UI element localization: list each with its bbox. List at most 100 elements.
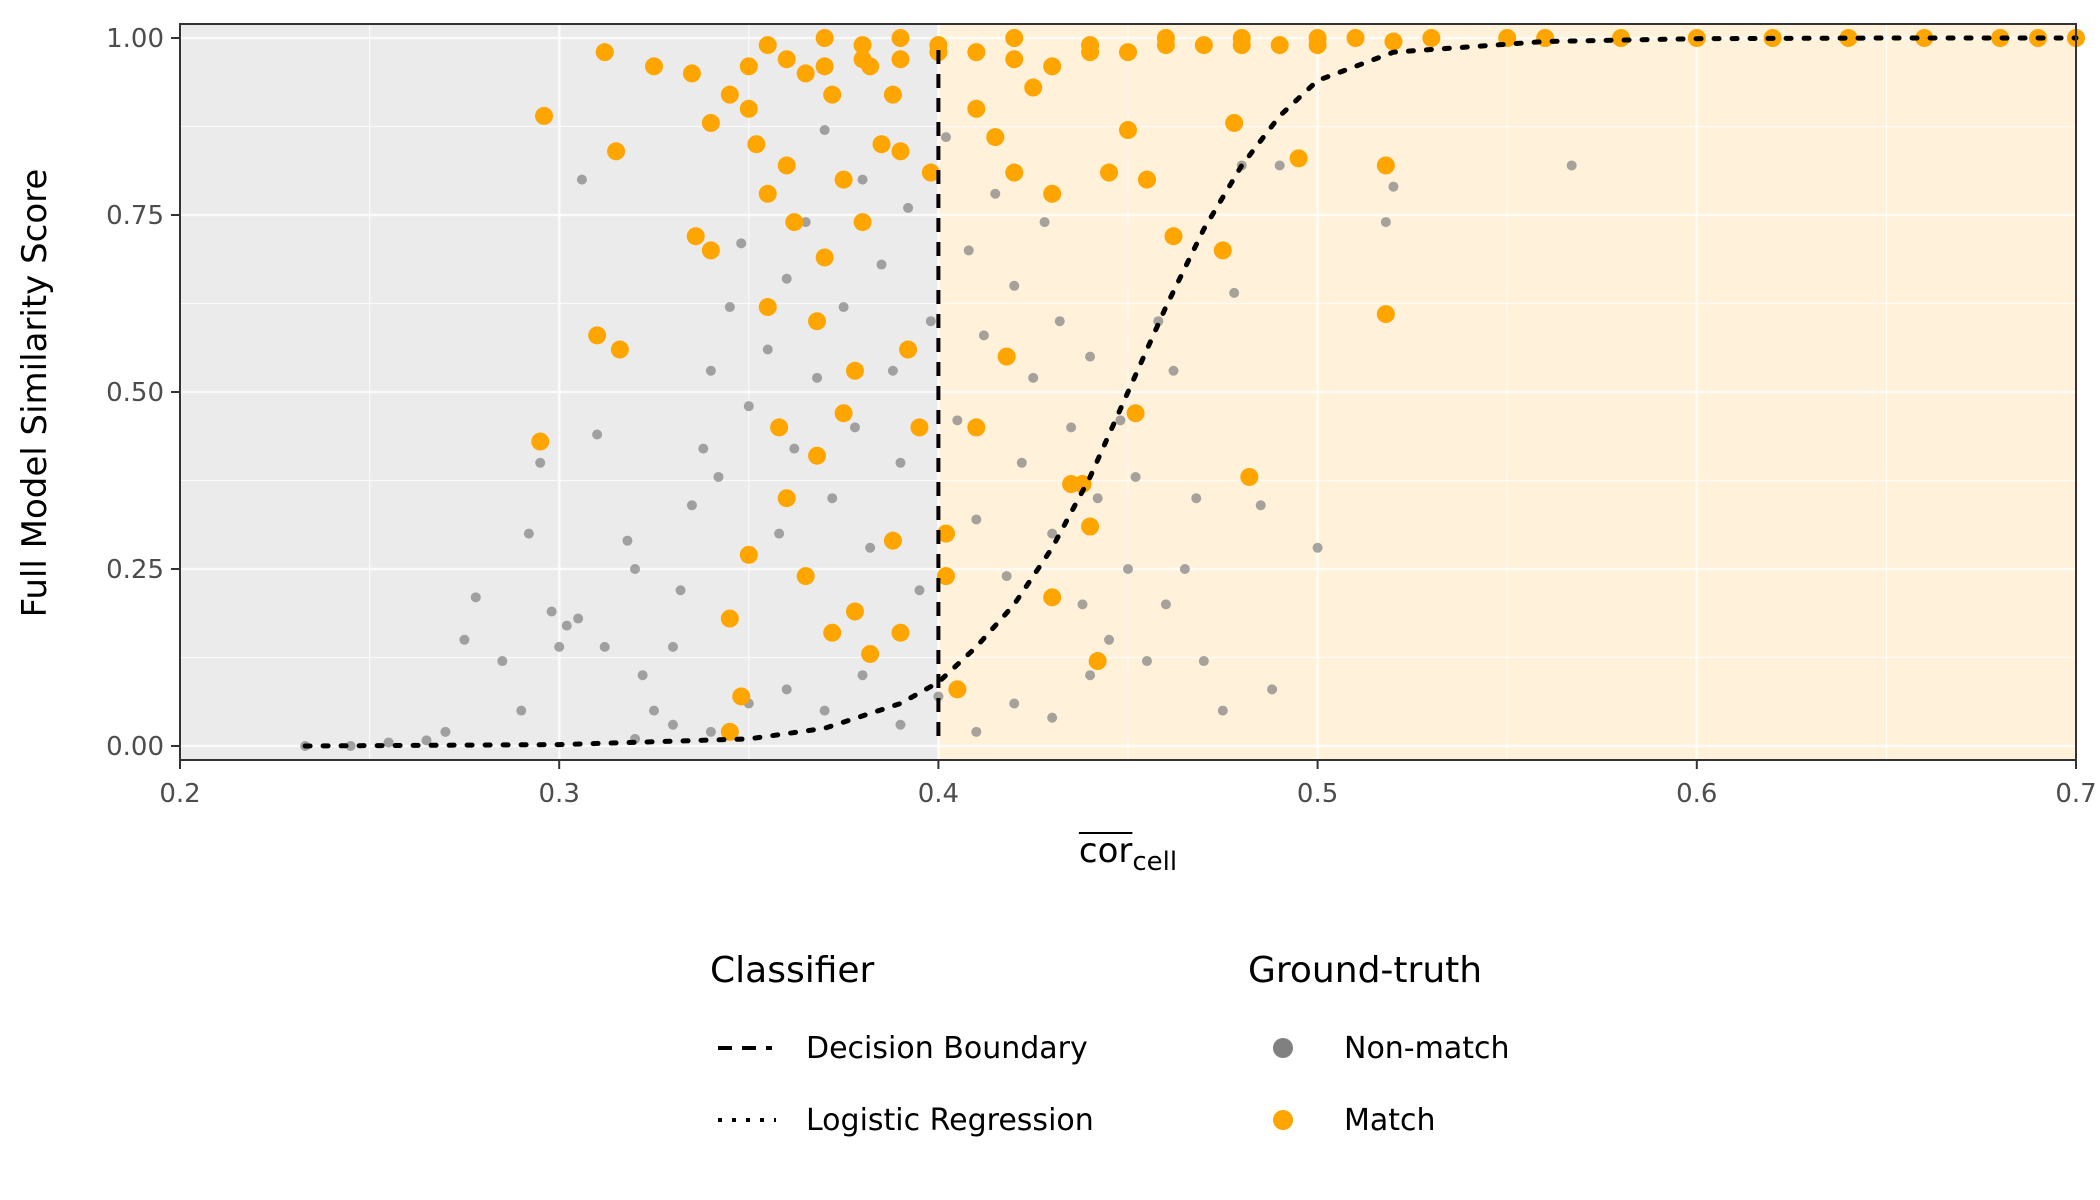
- match-point: [1915, 29, 1934, 47]
- non-match-point: [622, 535, 633, 546]
- non-match-point: [1141, 656, 1152, 667]
- non-match-point: [1123, 564, 1133, 574]
- match-point: [967, 43, 986, 62]
- non-match-point: [971, 726, 982, 737]
- non-match-point: [1160, 599, 1171, 610]
- legend-non-match-swatch: [1273, 1038, 1293, 1058]
- y-tick-label: 0.25: [106, 555, 164, 585]
- match-point: [1308, 36, 1327, 55]
- non-match-point: [1047, 528, 1058, 539]
- match-point: [891, 29, 910, 47]
- legend-logistic-regression-label: Logistic Regression: [806, 1103, 1094, 1138]
- match-point: [899, 340, 918, 359]
- non-match-point: [971, 514, 982, 525]
- legend-classifier-title: Classifier: [710, 950, 875, 991]
- non-match-point: [857, 174, 868, 185]
- match-points: [531, 29, 2085, 741]
- match-point: [1073, 475, 1092, 494]
- non-match-point: [1312, 542, 1323, 553]
- match-point: [747, 135, 766, 154]
- match-point: [758, 298, 777, 317]
- match-point: [645, 57, 663, 76]
- match-point: [610, 340, 629, 359]
- match-point: [1005, 50, 1024, 69]
- match-point: [770, 418, 789, 437]
- non-match-point: [1039, 217, 1050, 228]
- legend-decision-boundary-label: Decision Boundary: [806, 1031, 1088, 1066]
- match-point: [936, 567, 955, 586]
- match-point: [1119, 121, 1137, 140]
- non-match-point: [724, 302, 735, 313]
- match-point: [758, 36, 777, 55]
- non-match-point: [895, 457, 906, 468]
- non-match-point: [1198, 656, 1209, 667]
- x-axis-title-main: cor: [1079, 831, 1132, 871]
- match-point: [1043, 57, 1062, 76]
- svg-text:corcell: corcell: [1079, 831, 1177, 877]
- non-match-point: [1077, 599, 1088, 610]
- match-point: [815, 57, 834, 76]
- x-tick-label: 0.4: [918, 779, 959, 809]
- non-match-point: [667, 719, 678, 730]
- match-point: [1100, 163, 1119, 182]
- non-match-point: [963, 245, 974, 256]
- x-axis-title: corcell: [1078, 831, 1177, 877]
- match-point: [777, 156, 796, 175]
- match-point: [796, 567, 815, 586]
- non-match-point: [383, 737, 394, 748]
- match-point: [1043, 588, 1062, 607]
- match-point: [948, 680, 967, 699]
- non-match-point: [554, 641, 565, 652]
- match-point: [1225, 113, 1244, 132]
- non-match-point: [865, 542, 876, 553]
- non-match-point: [705, 726, 716, 737]
- match-point: [1376, 305, 1395, 324]
- match-point: [823, 623, 842, 642]
- match-point: [739, 545, 758, 564]
- non-match-point: [1009, 698, 1020, 709]
- non-match-point: [857, 670, 868, 681]
- match-point: [1422, 29, 1441, 47]
- non-match-point: [990, 188, 1001, 199]
- match-point: [910, 418, 929, 437]
- match-point: [891, 142, 910, 161]
- legend-ground-truth: Ground-truth Non-match Match: [1248, 950, 1510, 1138]
- non-match-point: [1267, 684, 1278, 695]
- non-match-point: [895, 719, 906, 730]
- match-point: [1213, 241, 1232, 260]
- non-match-point: [743, 401, 754, 412]
- match-point: [921, 163, 940, 182]
- non-match-point: [933, 691, 944, 702]
- match-point: [808, 312, 827, 331]
- non-match-point: [667, 641, 678, 652]
- match-point: [732, 687, 751, 706]
- y-tick-label: 1.00: [106, 24, 164, 54]
- match-point: [1137, 170, 1156, 189]
- match-point: [720, 85, 739, 104]
- non-match-point: [819, 125, 830, 136]
- match-point: [739, 99, 758, 118]
- non-match-point: [952, 415, 963, 426]
- match-point: [531, 432, 550, 451]
- match-point: [682, 64, 701, 83]
- match-point: [1024, 78, 1043, 97]
- match-point: [1081, 517, 1100, 536]
- non-match-point: [1179, 564, 1190, 574]
- match-point: [845, 361, 864, 380]
- y-tick-label: 0.00: [106, 732, 164, 762]
- non-match-point: [781, 684, 792, 695]
- match-point: [853, 50, 872, 69]
- match-point: [1005, 29, 1024, 47]
- match-point: [1126, 404, 1145, 423]
- non-match-point: [649, 705, 659, 716]
- non-match-points: [300, 125, 1577, 751]
- match-point: [1119, 43, 1137, 62]
- x-tick-label: 0.7: [2055, 779, 2096, 809]
- non-match-point: [459, 634, 470, 645]
- non-match-point: [800, 217, 811, 228]
- legend-ground-truth-title: Ground-truth: [1248, 950, 1482, 991]
- match-point: [986, 128, 1005, 147]
- match-point: [1376, 156, 1395, 175]
- match-point: [1043, 184, 1062, 203]
- match-point: [1346, 29, 1365, 47]
